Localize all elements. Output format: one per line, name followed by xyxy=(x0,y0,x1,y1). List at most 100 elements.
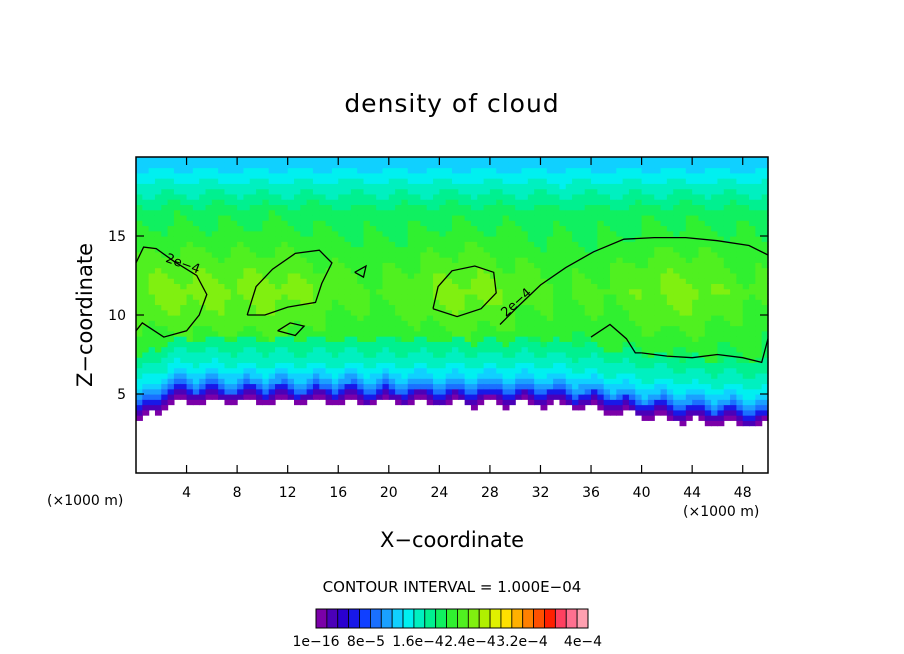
density-cell xyxy=(610,157,617,163)
density-cell xyxy=(249,262,257,269)
density-cell xyxy=(635,162,643,169)
density-cell xyxy=(641,272,649,279)
density-cell xyxy=(508,157,516,163)
density-cell xyxy=(401,236,409,242)
density-cell xyxy=(445,299,453,306)
density-cell xyxy=(515,230,523,237)
density-cell xyxy=(357,315,365,321)
density-cell xyxy=(572,267,579,274)
density-cell xyxy=(489,372,497,379)
density-cell xyxy=(211,330,219,337)
density-cell xyxy=(761,204,769,211)
density-cell xyxy=(262,367,270,374)
density-cell xyxy=(445,241,453,248)
density-cell xyxy=(749,188,756,195)
density-cell xyxy=(142,367,150,374)
density-cell xyxy=(331,225,339,232)
density-cell xyxy=(268,162,276,169)
density-cell xyxy=(546,272,554,279)
density-cell xyxy=(382,246,390,253)
density-cell xyxy=(654,193,662,200)
density-cell xyxy=(540,209,548,216)
density-cell xyxy=(256,188,263,195)
density-cell xyxy=(565,199,573,205)
density-cell xyxy=(294,220,301,227)
density-cell xyxy=(521,309,529,316)
density-cell xyxy=(666,188,674,195)
density-cell xyxy=(635,409,643,416)
density-cell xyxy=(742,230,750,237)
density-cell xyxy=(256,251,263,258)
density-cell xyxy=(635,262,643,269)
density-cell xyxy=(553,204,561,211)
density-cell xyxy=(382,230,390,237)
density-cell xyxy=(287,357,295,363)
density-cell xyxy=(388,320,396,327)
density-cell xyxy=(154,262,162,269)
density-cell xyxy=(553,178,561,184)
density-cell xyxy=(534,225,542,232)
density-cell xyxy=(439,257,447,263)
y-tick-label: 10 xyxy=(108,308,126,324)
density-cell xyxy=(230,162,238,169)
density-cell xyxy=(287,272,295,279)
density-cell xyxy=(142,251,150,258)
density-cell xyxy=(420,299,428,306)
density-cell xyxy=(230,320,238,327)
density-cell xyxy=(698,293,706,300)
density-cell xyxy=(426,346,434,353)
density-cell xyxy=(761,315,769,321)
density-cell xyxy=(281,162,289,169)
density-cell xyxy=(357,220,365,227)
density-cell xyxy=(565,246,573,253)
density-cell xyxy=(603,251,611,258)
density-cell xyxy=(357,236,365,242)
density-cell xyxy=(660,225,668,232)
density-cell xyxy=(388,288,396,295)
density-cell xyxy=(628,367,636,374)
density-cell xyxy=(294,309,301,316)
density-cell xyxy=(136,236,143,242)
density-cell xyxy=(704,283,712,290)
density-cell xyxy=(445,172,453,179)
density-cell xyxy=(205,394,213,400)
density-cell xyxy=(483,209,491,216)
density-cell xyxy=(666,167,674,174)
density-cell xyxy=(294,246,301,253)
density-cell xyxy=(262,341,270,348)
density-cell xyxy=(275,394,282,400)
density-cell xyxy=(237,267,245,274)
density-cell xyxy=(173,336,181,342)
density-cell xyxy=(395,320,403,327)
density-cell xyxy=(572,178,579,184)
density-cell xyxy=(641,409,649,416)
density-cell xyxy=(540,162,548,169)
density-cell xyxy=(647,341,655,348)
density-cell xyxy=(452,272,459,279)
density-cell xyxy=(616,362,624,369)
density-cell xyxy=(420,225,428,232)
density-cell xyxy=(256,394,263,400)
density-cell xyxy=(723,288,731,295)
density-cell xyxy=(489,388,497,395)
density-cell xyxy=(622,220,630,227)
density-cell xyxy=(641,378,649,385)
density-cell xyxy=(628,188,636,195)
density-cell xyxy=(211,362,219,369)
density-cell xyxy=(704,409,712,416)
density-cell xyxy=(433,262,440,269)
density-cell xyxy=(559,383,567,390)
density-cell xyxy=(439,204,447,211)
density-cell xyxy=(628,357,636,363)
density-cell xyxy=(742,241,750,248)
density-cell xyxy=(647,188,655,195)
density-cell xyxy=(730,246,737,253)
density-cell xyxy=(502,383,510,390)
density-cell xyxy=(401,230,409,237)
density-cell xyxy=(319,372,327,379)
density-cell xyxy=(597,378,605,385)
density-cell xyxy=(275,193,282,200)
density-cell xyxy=(591,251,598,258)
density-cell xyxy=(142,378,150,385)
density-cell xyxy=(420,241,428,248)
